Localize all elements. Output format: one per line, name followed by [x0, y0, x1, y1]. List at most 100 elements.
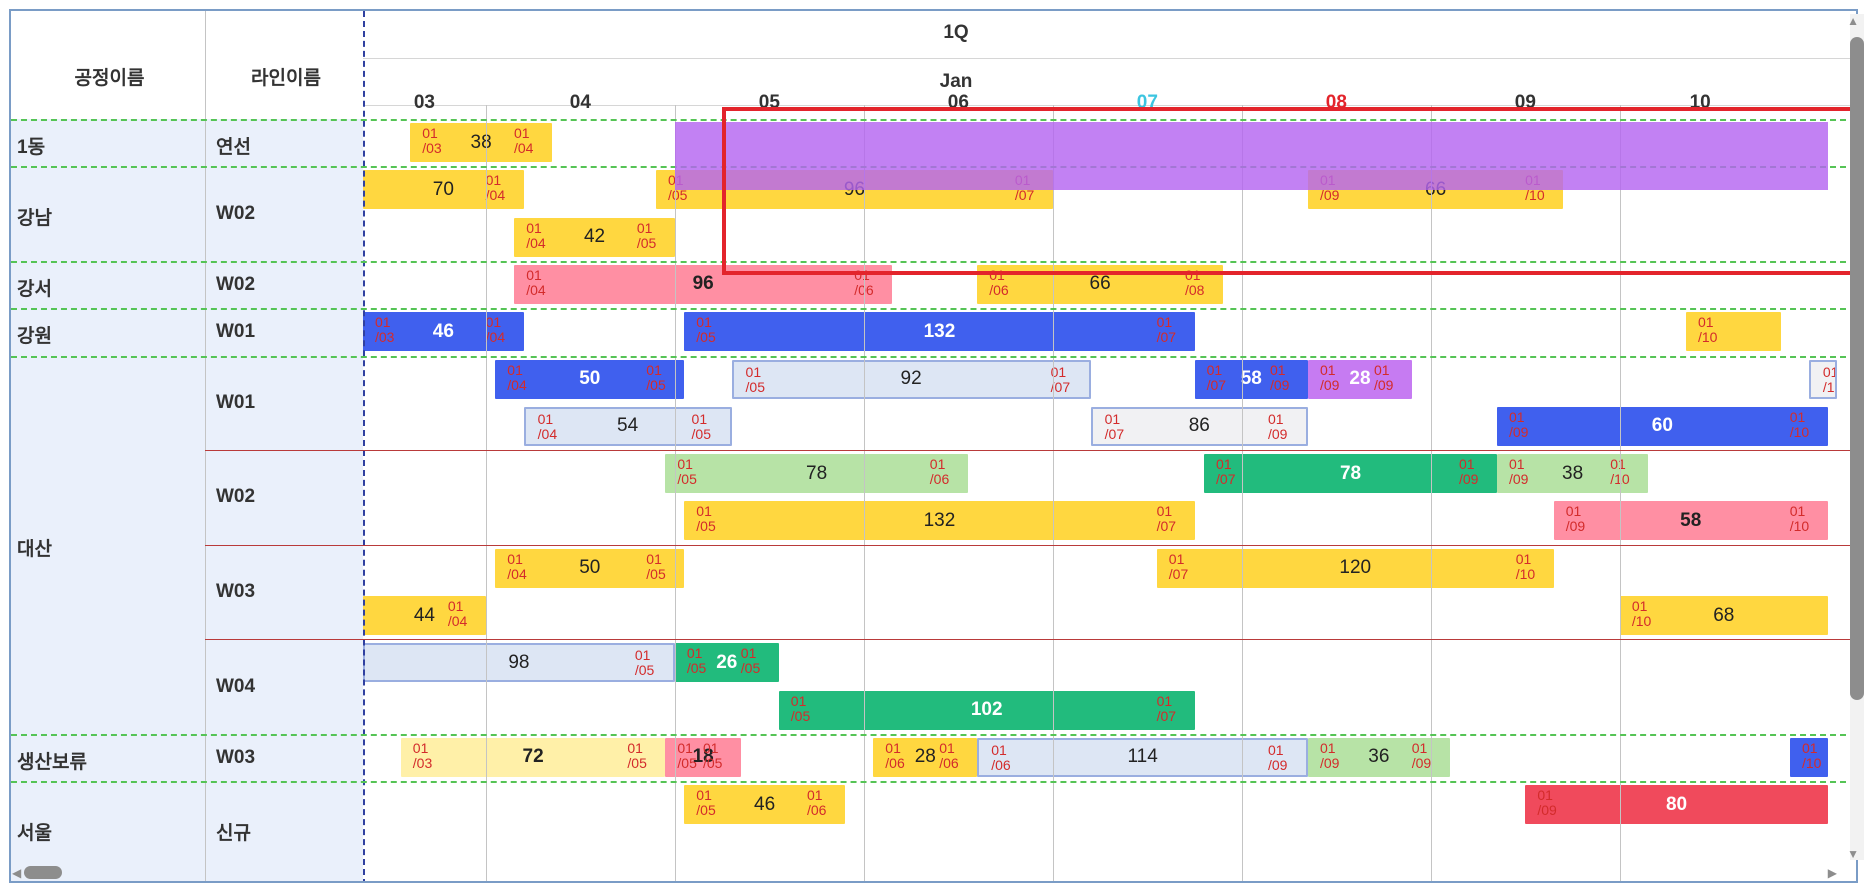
gantt-bar[interactable]: 72 01/03 01/05	[400, 737, 666, 777]
gantt-bar[interactable]: 54 01/04 01/05	[523, 406, 732, 446]
bar-value: 120	[1339, 557, 1372, 579]
bar-value: 46	[432, 320, 454, 342]
gantt-bar[interactable]: 132 01/05 01/07	[684, 312, 1195, 352]
bar-start-date: 01/05	[790, 692, 811, 724]
vertical-scroll-thumb[interactable]	[1850, 37, 1864, 700]
bar-end-date: 01/04	[485, 314, 506, 346]
gantt-chart: 공정이름 라인이름 1Q Jan 38 01/03 01/04 70 01/04 96 01…	[9, 9, 1858, 883]
gantt-bar[interactable]: 70 01/04	[363, 170, 524, 210]
group-label: 1동	[17, 136, 46, 158]
col-header-process: 공정이름	[74, 68, 145, 89]
scroll-up-arrow-icon[interactable]: ▲	[1847, 14, 1859, 28]
gantt-bar[interactable]: 78 01/05 01/06	[665, 454, 968, 494]
gantt-bar[interactable]: 44 01/04	[363, 596, 486, 635]
scroll-left-arrow-icon[interactable]: ◀	[12, 866, 22, 880]
header-col-divider	[205, 11, 206, 119]
header-divider	[363, 58, 1856, 59]
bar-start-date: 01/1	[1822, 363, 1838, 395]
gantt-bar[interactable]: 42 01/04 01/05	[514, 217, 675, 257]
line-label: W02	[216, 486, 256, 508]
gantt-bar[interactable]: 46 01/05 01/06	[684, 785, 845, 825]
gantt-bar[interactable]: 60 01/09 01/10	[1497, 406, 1828, 446]
line-label: 신규	[216, 822, 251, 844]
bar-end-date: 01/07	[1156, 503, 1177, 535]
bar-start-date: 01/04	[526, 219, 546, 251]
bar-value: 80	[1665, 793, 1688, 815]
line-label: W01	[216, 391, 256, 413]
group-label: 강원	[17, 325, 52, 347]
gantt-bar[interactable]: 86 01/07 01/09	[1090, 406, 1308, 446]
gantt-bar[interactable]: 92 01/05 01/07	[731, 359, 1091, 399]
day-gridline	[1430, 105, 1432, 881]
bar-start-date: 01/05	[677, 456, 697, 488]
gantt-bar[interactable]: 78 01/07 01/09	[1204, 454, 1497, 494]
bar-value: 26	[716, 651, 738, 673]
bar-start-date: 01/07	[1168, 550, 1189, 582]
gantt-bar[interactable]: 46 01/03 01/04	[363, 312, 524, 352]
bar-value: 114	[1127, 746, 1158, 768]
gantt-bar[interactable]: 68 01/10	[1619, 596, 1828, 635]
scroll-down-arrow-icon[interactable]: ▼	[1847, 847, 1859, 861]
bar-value: 58	[1680, 509, 1702, 531]
gantt-bar[interactable]: 36 01/09 01/09	[1308, 737, 1450, 777]
bar-value: 28	[914, 746, 936, 768]
gantt-bar[interactable]: 58 01/07 01/09	[1194, 359, 1308, 399]
bar-value: 54	[617, 415, 639, 437]
bar-value: 50	[579, 368, 601, 389]
bar-value: 38	[1562, 462, 1584, 484]
bar-value: 42	[583, 226, 606, 248]
gantt-bar[interactable]: 18 01/05 01/05	[665, 737, 741, 777]
gantt-bar[interactable]: 98 01/05	[363, 643, 675, 683]
quarter-header: 1Q	[943, 22, 969, 43]
gantt-bar[interactable]: 102 01/05 01/07	[778, 690, 1195, 730]
gantt-bar[interactable]: 114 01/06 01/09	[977, 737, 1308, 777]
line-label: W01	[216, 320, 256, 342]
bar-value: 78	[1339, 462, 1362, 484]
horizontal-scroll-thumb[interactable]	[24, 866, 62, 879]
bar-start-date: 01/05	[696, 314, 716, 346]
gantt-bar[interactable]: 26 01/05 01/05	[674, 643, 779, 683]
bar-start-date: 01/09	[1509, 408, 1529, 440]
bar-start-date: 01/10	[1631, 598, 1652, 629]
highlight-box	[722, 107, 1854, 275]
line-label: W03	[216, 581, 256, 602]
gantt-bar[interactable]: 38 01/03 01/04	[410, 123, 552, 162]
bar-end-date: 01/07	[1156, 314, 1177, 346]
bar-value: 68	[1713, 604, 1735, 626]
gantt-bar[interactable]: 58 01/09 01/10	[1553, 501, 1828, 541]
bar-start-date: 01/04	[507, 550, 527, 582]
bar-start-date: 01/05	[677, 739, 697, 771]
bar-end-date: 01/04	[447, 598, 468, 629]
gantt-bar[interactable]: 38 01/09 01/10	[1497, 454, 1649, 494]
bar-start-date: 01/03	[375, 314, 395, 346]
bar-value: 78	[806, 462, 828, 484]
drag-overlay-bar[interactable]	[674, 122, 1828, 190]
bar-value: 72	[522, 746, 544, 768]
gantt-bar[interactable]: 01/10	[1686, 312, 1781, 352]
gantt-bar[interactable]: 50 01/04 01/05	[495, 548, 685, 588]
bar-end-date: 01/04	[485, 172, 506, 204]
gantt-bar[interactable]: 80 01/09	[1525, 785, 1828, 825]
gantt-bar[interactable]: 01/10	[1789, 737, 1828, 777]
group-separator	[11, 308, 1856, 311]
bar-start-date: 01/10	[1801, 739, 1822, 771]
gantt-bar[interactable]: 28 01/06 01/06	[873, 737, 978, 777]
bar-start-date: 01/05	[745, 363, 766, 395]
line-label: W04	[216, 675, 256, 697]
bar-end-date: 01/09	[1411, 739, 1432, 771]
gantt-bar[interactable]: 120 01/07 01/10	[1156, 548, 1554, 588]
gantt-bar[interactable]: 50 01/04 01/05	[495, 359, 685, 399]
bar-end-date: 01/05	[740, 645, 761, 677]
bar-start-date: 01/07	[1206, 361, 1227, 393]
day-gridline	[1241, 105, 1243, 881]
gantt-bar[interactable]: 132 01/05 01/07	[684, 501, 1195, 541]
bar-end-date: 01/09	[1267, 410, 1288, 442]
gantt-bar[interactable]: 28 01/09 01/09	[1308, 359, 1412, 399]
gantt-bar[interactable]: 01/1	[1808, 359, 1838, 399]
scroll-right-arrow-icon[interactable]: ▶	[1827, 866, 1837, 880]
bar-end-date: 01/10	[1515, 550, 1536, 582]
day-header-03: 03	[413, 92, 435, 113]
bar-end-date: 01/05	[691, 410, 711, 442]
group-label: 서울	[17, 822, 52, 844]
group-separator	[11, 260, 1856, 263]
